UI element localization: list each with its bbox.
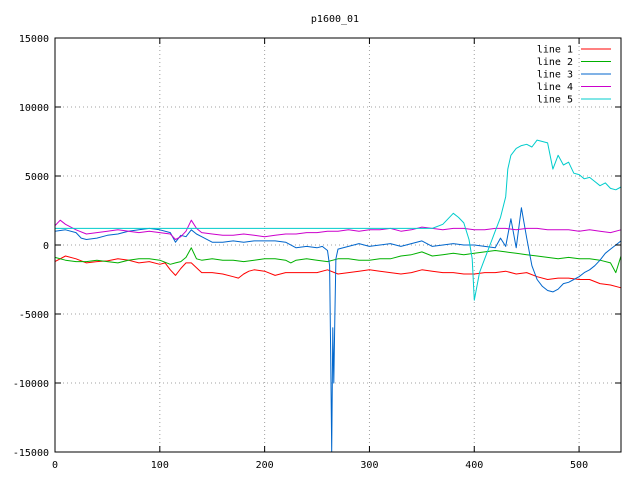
x-tick-label: 300 bbox=[360, 460, 378, 471]
series-line-5 bbox=[55, 139, 622, 301]
legend-label-3: line 3 bbox=[537, 70, 573, 81]
legend-label-1: line 1 bbox=[537, 45, 573, 56]
y-tick-label: 5000 bbox=[25, 172, 49, 183]
grid-lines bbox=[55, 38, 621, 452]
legend-label-5: line 5 bbox=[537, 95, 573, 106]
y-tick-label: -15000 bbox=[13, 448, 49, 459]
series-line-4 bbox=[54, 219, 622, 240]
x-tick-label: 500 bbox=[570, 460, 588, 471]
series-line-2 bbox=[54, 247, 622, 274]
x-tick-label: 100 bbox=[151, 460, 169, 471]
axes: 0 100 200 300 400 500 -15000 -10000 -5000 0 5000 10… bbox=[13, 34, 622, 471]
chart-title: p1600_01 bbox=[311, 14, 359, 25]
y-tick-label: 10000 bbox=[19, 103, 49, 114]
x-tick-label: 0 bbox=[52, 460, 58, 471]
legend-label-2: line 2 bbox=[537, 57, 573, 68]
y-tick-label: -10000 bbox=[13, 379, 49, 390]
y-tick-label: -5000 bbox=[19, 310, 49, 321]
y-tick-label: 15000 bbox=[19, 34, 49, 45]
y-tick-label: 0 bbox=[43, 241, 49, 252]
x-tick-label: 200 bbox=[256, 460, 274, 471]
legend-label-4: line 4 bbox=[537, 82, 573, 93]
series-line-3 bbox=[54, 207, 622, 453]
x-tick-label: 400 bbox=[465, 460, 483, 471]
plot-series bbox=[54, 139, 622, 453]
series-line-1 bbox=[54, 255, 622, 289]
